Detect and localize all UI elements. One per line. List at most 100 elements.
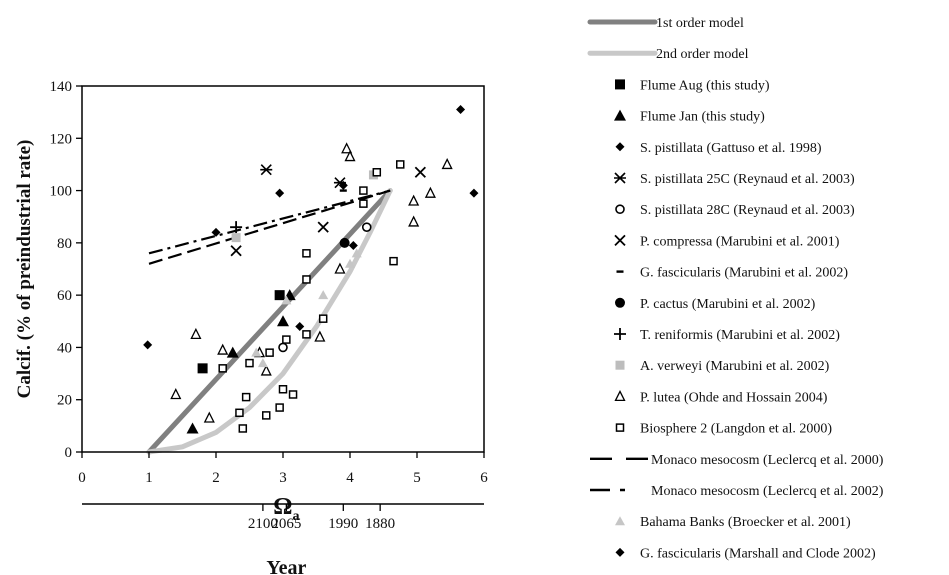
- legend-marker: [615, 79, 625, 90]
- data-point: [282, 335, 291, 344]
- data-point: [231, 233, 241, 243]
- legend-label: Monaco mesocosm (Leclercq et al. 2002): [651, 484, 884, 499]
- legend-item: S. pistillata 28C (Reynaud et al. 2003): [615, 203, 855, 218]
- y-tick-label: 100: [50, 184, 73, 200]
- data-point: [456, 105, 466, 115]
- legend-label: T. reniformis (Marubini et al. 2002): [640, 328, 840, 343]
- data-point: [274, 290, 285, 301]
- y-axis-title: Calcif. (% of preindustrial rate): [14, 140, 35, 399]
- plot-border: [81, 85, 485, 453]
- legend-marker: [615, 297, 625, 308]
- data-point: [275, 188, 285, 198]
- x-tick-label: 3: [279, 470, 287, 486]
- data-point: [318, 314, 328, 323]
- data-point: [408, 215, 420, 227]
- data-point: [218, 364, 227, 373]
- data-point: [275, 403, 284, 412]
- data-point: [469, 188, 479, 198]
- data-point: [389, 256, 398, 266]
- x-tick-label: 6: [480, 470, 488, 486]
- legend-item: P. lutea (Ohde and Hossain 2004): [614, 389, 828, 405]
- series-line: [146, 188, 393, 455]
- data-point: [424, 186, 436, 198]
- data-point: [197, 363, 208, 374]
- data-point: [217, 343, 229, 355]
- data-point: [257, 358, 268, 368]
- data-point: [260, 364, 272, 376]
- plot-frame-layer: [81, 85, 485, 453]
- data-point: [339, 189, 347, 192]
- data-point: [278, 385, 288, 394]
- legend-marker: [615, 204, 625, 214]
- legend-item: T. reniformis (Marubini et al. 2002): [614, 328, 840, 343]
- legend-marker: [614, 109, 626, 121]
- year-tick-label: 1990: [328, 516, 358, 532]
- data-point: [278, 342, 288, 353]
- series-markers-11: [218, 160, 405, 433]
- x-axis-title-subscript: a: [292, 509, 299, 524]
- legend-marker: [614, 172, 626, 184]
- data-point: [396, 160, 405, 169]
- data-point: [302, 275, 311, 284]
- data-point: [260, 164, 273, 176]
- legend-item: G. fascicularis (Marshall and Clode 2002…: [615, 546, 876, 561]
- year-tick-label: 1880: [365, 516, 395, 532]
- legend-label: P. cactus (Marubini et al. 2002): [640, 297, 816, 312]
- data-point: [341, 142, 353, 154]
- legend-item: Flume Jan (this study): [614, 109, 765, 125]
- x-axis-title: Ωa: [273, 494, 299, 524]
- data-point: [359, 186, 368, 195]
- x-tick-label: 0: [78, 470, 86, 486]
- legend-marker: [614, 328, 626, 340]
- legend: 1st order model 2nd order model Flume Aug …: [587, 16, 884, 561]
- data-point: [230, 221, 243, 234]
- legend-item: 2nd order model: [587, 47, 749, 62]
- data-point: [241, 392, 251, 402]
- plot-series-layer: [143, 105, 479, 455]
- data-point: [348, 240, 358, 250]
- data-point: [281, 295, 292, 305]
- legend-label: Bahama Banks (Broecker et al. 2001): [640, 515, 851, 530]
- legend-item: 1st order model: [587, 16, 744, 31]
- legend-item: Bahama Banks (Broecker et al. 2001): [615, 515, 851, 530]
- data-point: [288, 390, 298, 399]
- data-point: [170, 388, 182, 400]
- data-point: [186, 422, 199, 434]
- legend-marker: [615, 547, 625, 557]
- legend-item: P. compressa (Marubini et al. 2001): [614, 234, 840, 249]
- data-point: [226, 346, 239, 358]
- legend-item: Monaco mesocosm (Leclercq et al. 2000): [590, 453, 884, 468]
- data-point: [317, 221, 329, 233]
- legend-label: G. fascicularis (Marubini et al. 2002): [640, 266, 848, 281]
- data-point: [302, 249, 311, 258]
- legend-label: Biosphere 2 (Langdon et al. 2000): [640, 422, 832, 437]
- y-tick-label: 80: [57, 236, 72, 252]
- year-tick-label: 2065: [271, 516, 301, 532]
- legend-label: P. lutea (Ohde and Hossain 2004): [640, 390, 828, 405]
- legend-label: S. pistillata 25C (Reynaud et al. 2003): [640, 172, 855, 187]
- legend-marker: [615, 516, 625, 526]
- data-point: [361, 222, 372, 232]
- legend-item: A. verweyi (Marubini et al. 2002): [615, 359, 830, 374]
- axes-layer: 0 20 40 60 80 100 120 140 0 1 2 3 4 5 6 Calcif. (% of p…: [14, 79, 488, 575]
- legend-label: Monaco mesocosm (Leclercq et al. 2000): [651, 453, 884, 468]
- data-point: [414, 166, 426, 178]
- y-tick-label: 120: [50, 131, 73, 147]
- legend-item: Monaco mesocosm (Leclercq et al. 2002): [590, 484, 884, 499]
- data-point: [351, 248, 362, 258]
- data-point: [302, 330, 311, 339]
- series-line: [148, 189, 391, 265]
- data-point: [251, 347, 262, 357]
- legend-label: S. pistillata (Gattuso et al. 1998): [640, 141, 822, 156]
- data-point: [238, 424, 248, 433]
- legend-item: P. cactus (Marubini et al. 2002): [615, 297, 816, 312]
- y-tick-label: 20: [57, 393, 72, 409]
- series-markers-0: [197, 290, 285, 374]
- legend-label: Flume Aug (this study): [640, 78, 770, 93]
- series-2: [148, 189, 391, 265]
- data-point: [344, 150, 356, 162]
- legend-item: S. pistillata (Gattuso et al. 1998): [615, 141, 822, 156]
- legend-marker: [615, 423, 625, 432]
- x-tick-label: 2: [212, 470, 220, 486]
